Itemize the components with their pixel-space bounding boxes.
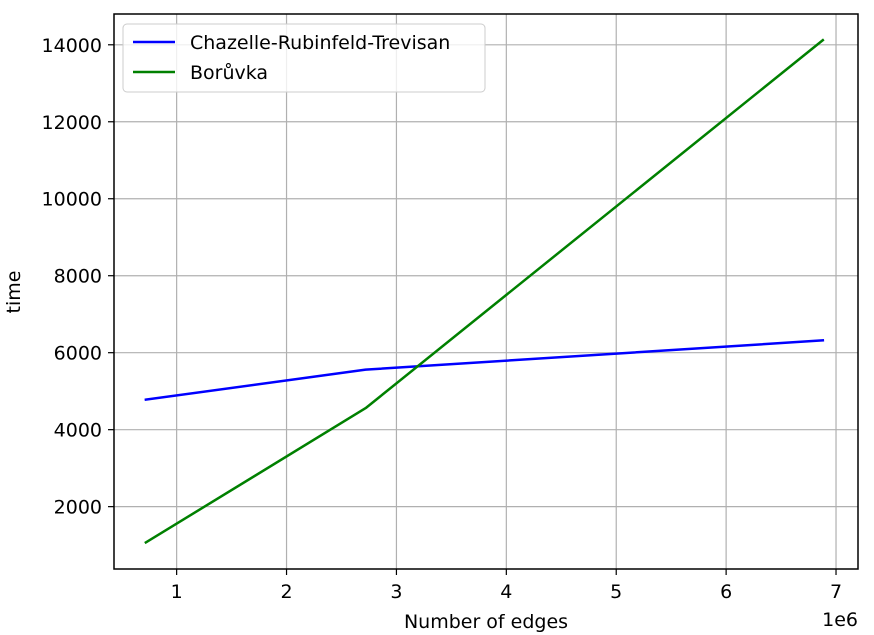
x-tick-label: 6 xyxy=(720,581,732,603)
y-tick-label: 10000 xyxy=(42,189,102,211)
legend-box xyxy=(122,23,486,93)
plot-frame xyxy=(113,13,859,570)
series-line-0 xyxy=(144,339,825,402)
legend-label-crt: Chazelle-Rubinfeld-Trevisan xyxy=(190,32,450,54)
x-tick-label: 5 xyxy=(610,581,622,603)
legend: Chazelle-Rubinfeld-Trevisan Borůvka xyxy=(122,23,486,93)
grid-lines xyxy=(114,14,858,569)
x-tick-label: 7 xyxy=(830,581,842,603)
series-line-1 xyxy=(144,38,825,545)
y-tick-label: 4000 xyxy=(54,420,102,442)
legend-label-boruvka: Borůvka xyxy=(190,62,268,84)
y-tick-label: 14000 xyxy=(42,35,102,57)
x-tick-label: 3 xyxy=(390,581,402,603)
x-axis-label: Number of edges xyxy=(404,611,568,633)
x-axis-offset-label: 1e6 xyxy=(822,609,858,631)
y-tick-label: 12000 xyxy=(42,112,102,134)
y-axis-label: time xyxy=(3,271,25,314)
y-tick-label: 2000 xyxy=(54,497,102,519)
series-lines xyxy=(144,38,825,545)
x-tick-label: 4 xyxy=(500,581,512,603)
y-tick-label: 8000 xyxy=(54,266,102,288)
axis-ticks: 1 2 3 4 5 6 7 2000 4000 6000 8000 10000 12000 14000 xyxy=(42,35,843,603)
x-tick-label: 1 xyxy=(171,581,183,603)
y-tick-label: 6000 xyxy=(54,343,102,365)
x-tick-label: 2 xyxy=(280,581,292,603)
